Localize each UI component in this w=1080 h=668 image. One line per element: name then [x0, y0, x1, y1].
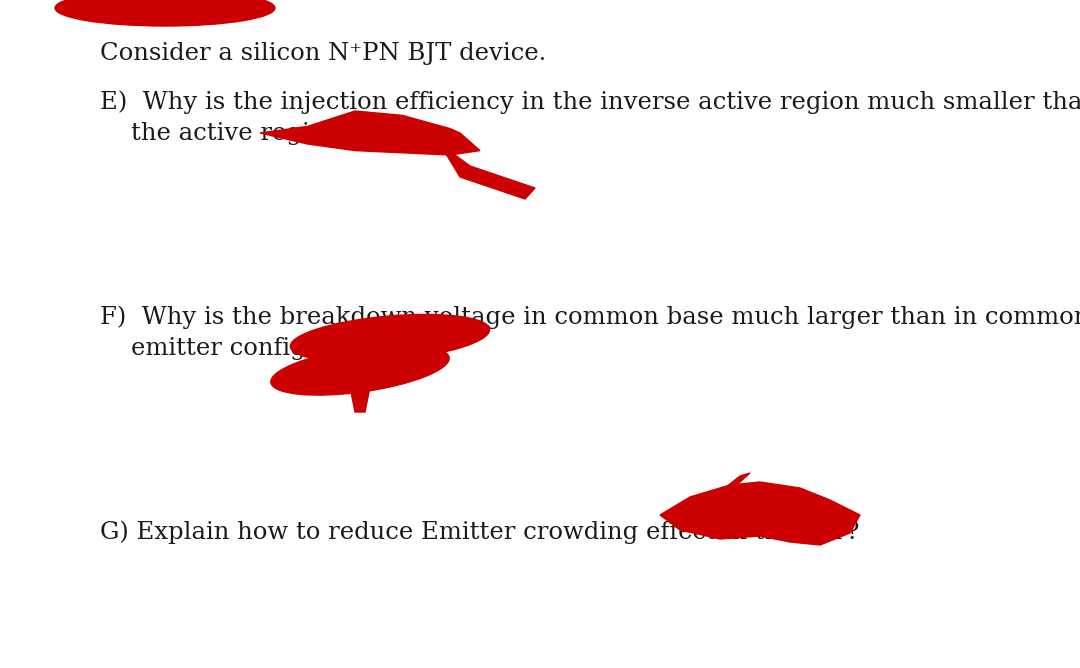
- Text: the active region?: the active region?: [100, 122, 353, 145]
- Polygon shape: [700, 473, 750, 500]
- Ellipse shape: [271, 345, 449, 395]
- Polygon shape: [660, 482, 860, 545]
- Text: E)  Why is the injection efficiency in the inverse active region much smaller th: E) Why is the injection efficiency in th…: [100, 90, 1080, 114]
- Text: emitter configuration?: emitter configuration?: [100, 337, 408, 360]
- Ellipse shape: [291, 315, 489, 361]
- Ellipse shape: [55, 0, 275, 26]
- Polygon shape: [260, 111, 480, 155]
- Text: F)  Why is the breakdown voltage in common base much larger than in common: F) Why is the breakdown voltage in commo…: [100, 305, 1080, 329]
- Polygon shape: [350, 387, 370, 412]
- Text: G) Explain how to reduce Emitter crowding effect in the BJT?: G) Explain how to reduce Emitter crowdin…: [100, 520, 860, 544]
- Polygon shape: [440, 144, 535, 199]
- Polygon shape: [340, 353, 410, 355]
- Text: Consider a silicon N⁺PN BJT device.: Consider a silicon N⁺PN BJT device.: [100, 42, 546, 65]
